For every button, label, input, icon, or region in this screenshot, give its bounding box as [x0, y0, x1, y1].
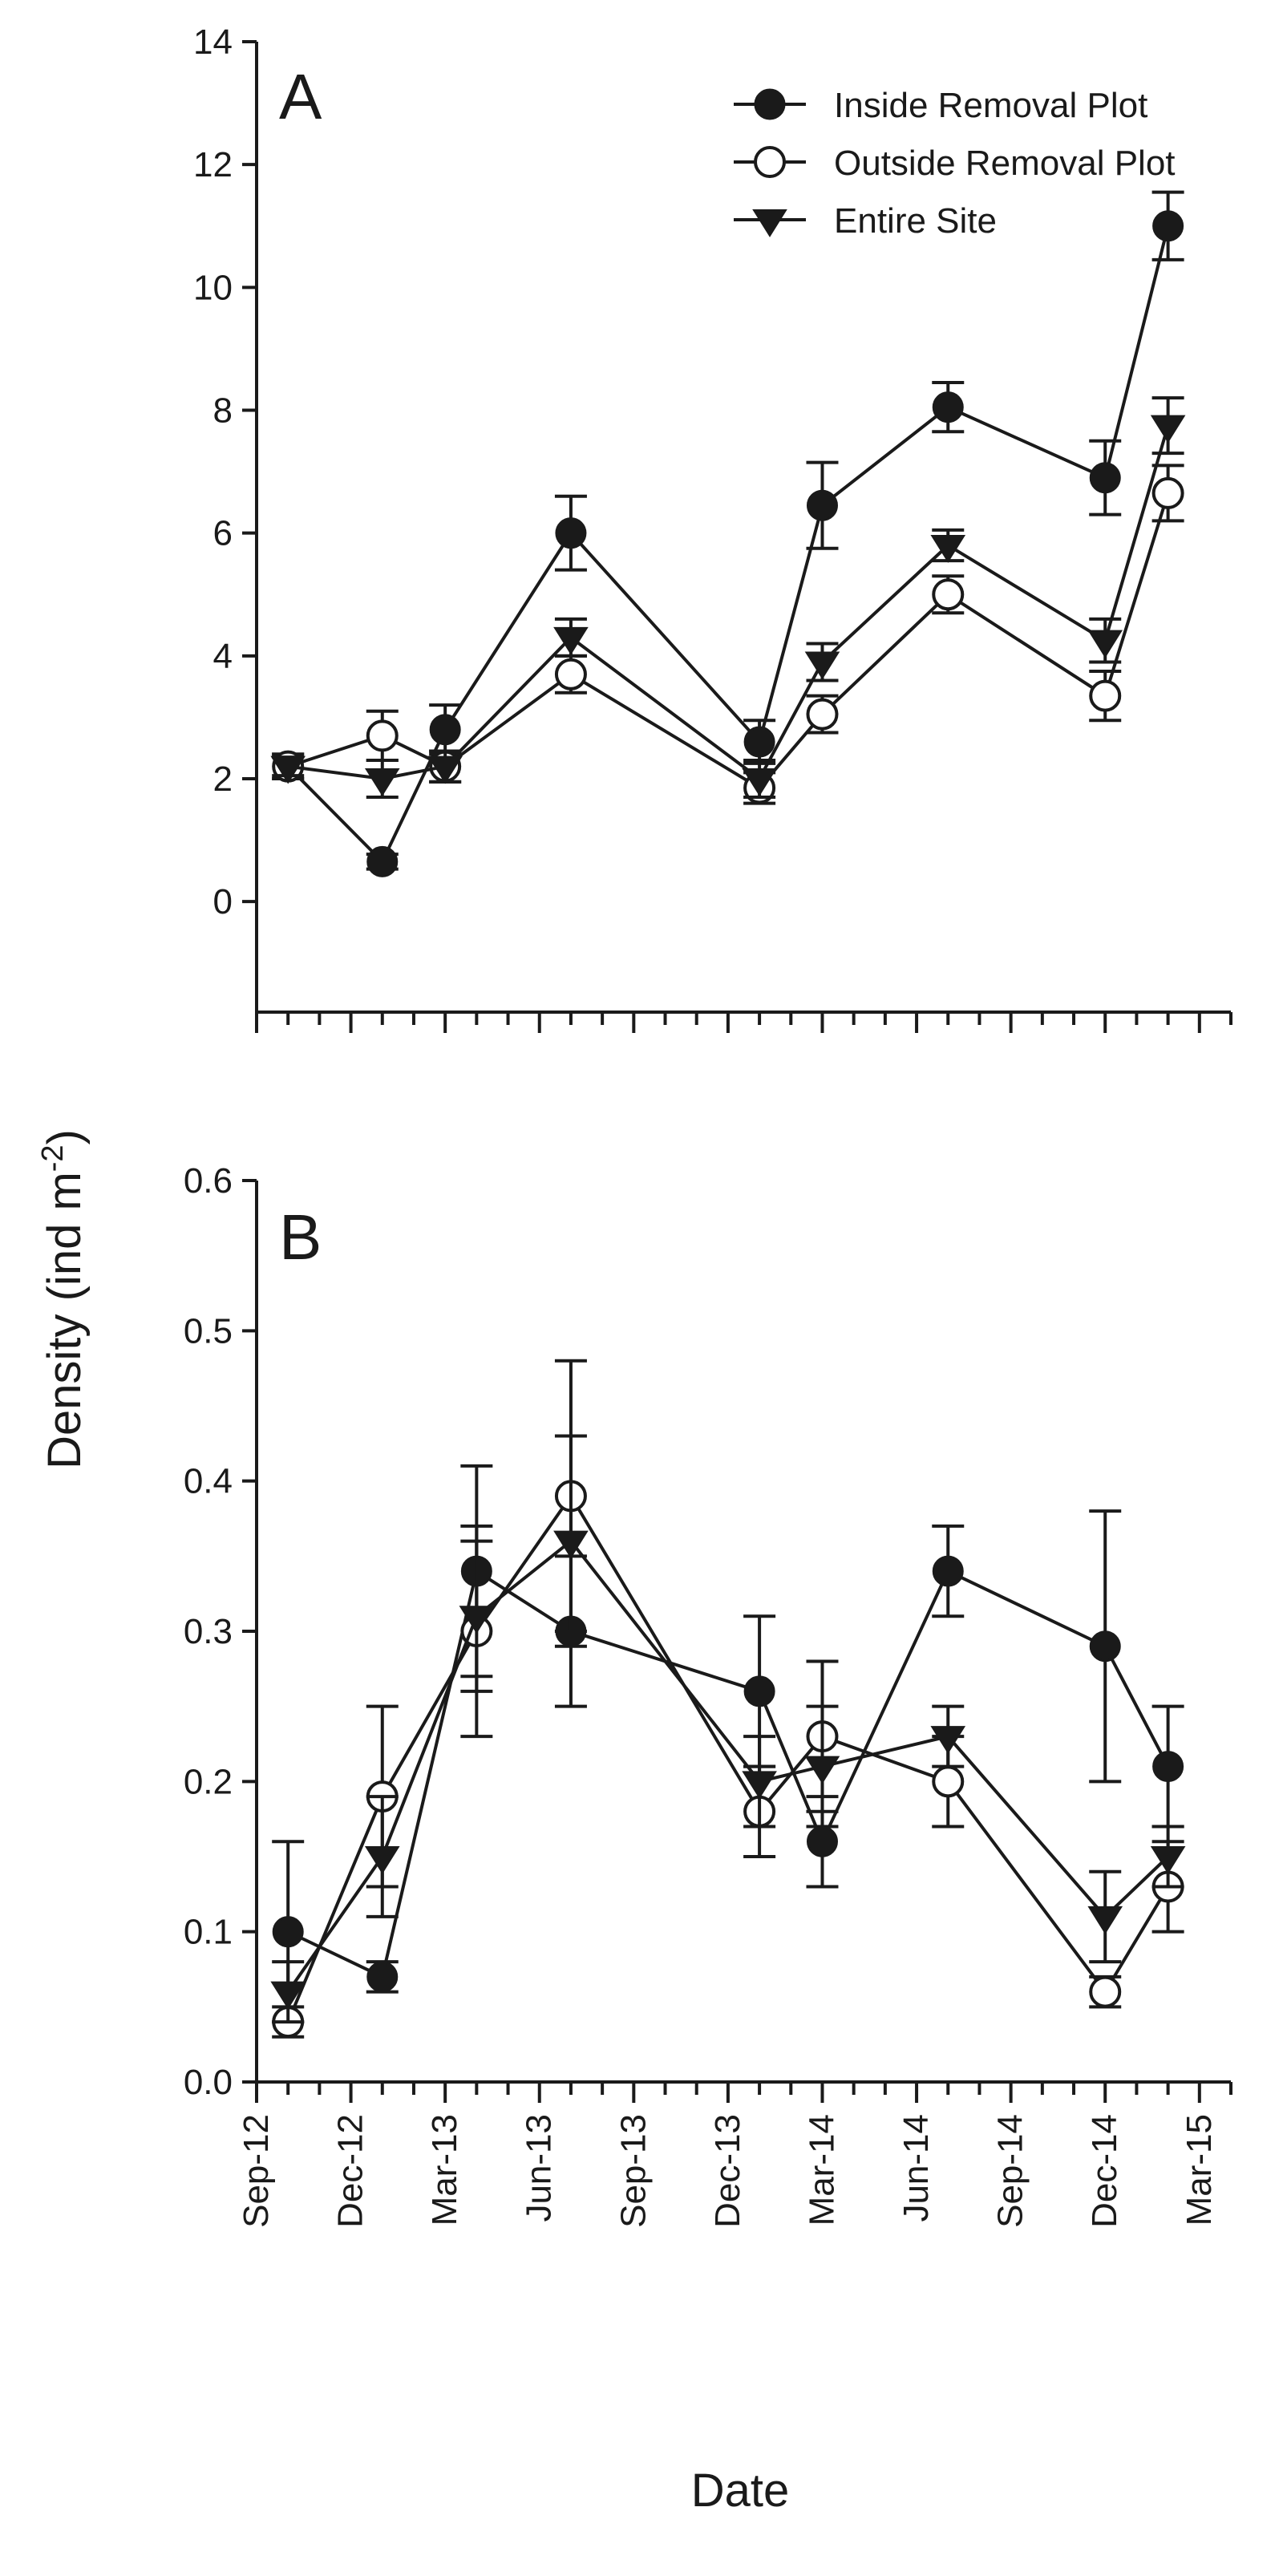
legend-marker — [752, 209, 787, 237]
data-point — [932, 1555, 964, 1587]
data-point — [806, 698, 839, 731]
data-point — [553, 626, 589, 655]
data-point — [429, 714, 461, 746]
y-tick-label: 6 — [213, 514, 233, 553]
data-point — [1152, 210, 1184, 242]
data-point — [554, 658, 587, 691]
data-point — [743, 1675, 775, 1707]
data-point — [932, 1765, 965, 1798]
data-point — [932, 578, 965, 611]
series-line — [287, 1568, 1170, 1979]
data-point — [459, 1606, 495, 1634]
data-point — [1089, 1630, 1121, 1663]
x-tick-label: Jun-13 — [520, 2114, 559, 2222]
data-point — [366, 1961, 399, 1993]
data-point — [553, 1530, 589, 1559]
y-tick-label: 0.1 — [184, 1913, 233, 1952]
y-tick-label: 14 — [193, 22, 233, 62]
y-tick-label: 0.3 — [184, 1612, 233, 1651]
series-entire-site — [270, 1434, 1186, 2024]
data-point — [364, 1846, 400, 1874]
y-tick-label: 0.5 — [184, 1311, 233, 1351]
x-tick-label: Mar-14 — [802, 2114, 841, 2226]
y-axis-title-end: ) — [38, 1129, 91, 1144]
series-outside-removal-plot — [272, 1359, 1184, 2039]
legend-label: Inside Removal Plot — [834, 86, 1147, 125]
series-line — [286, 225, 1170, 865]
data-point — [930, 1726, 966, 1755]
x-tick-label: Sep-13 — [613, 2114, 653, 2228]
x-tick-label: Dec-12 — [331, 2114, 370, 2228]
y-tick-label: 0.6 — [184, 1161, 233, 1201]
data-point — [804, 651, 840, 680]
data-point — [806, 1825, 838, 1857]
data-point — [804, 1756, 840, 1784]
y-tick-label: 10 — [193, 268, 233, 307]
legend-marker — [754, 146, 786, 178]
data-point — [1151, 476, 1184, 509]
data-point — [1089, 1975, 1122, 2008]
series-outside-removal-plot — [272, 464, 1184, 805]
data-point — [742, 768, 777, 796]
data-point — [806, 489, 838, 521]
data-point — [742, 1771, 777, 1800]
series-line — [286, 1538, 1169, 1993]
data-point — [366, 719, 399, 752]
y-tick-label: 8 — [213, 391, 233, 430]
panel-a: 0 2 4 6 8 10 12 14 Inside Removal Plot Outside Re… — [193, 22, 1232, 1033]
data-point — [743, 726, 775, 758]
y-tick-label: 0.0 — [184, 2063, 233, 2102]
legend: Inside Removal Plot Outside Removal Plot E… — [734, 86, 1176, 241]
data-point — [272, 1916, 304, 1948]
legend-label: Entire Site — [834, 201, 997, 241]
y-axis-title: Density (ind m-2) — [36, 1129, 91, 1469]
x-tick-label: Sep-14 — [991, 2114, 1030, 2228]
data-point — [1089, 462, 1121, 494]
x-tick-label: Jun-14 — [896, 2114, 936, 2222]
data-point — [427, 755, 463, 784]
y-tick-label: 0 — [213, 882, 233, 921]
panel-letter-a: A — [279, 61, 322, 132]
series-entire-site — [270, 396, 1186, 799]
y-tick-label: 0.2 — [184, 1762, 233, 1801]
y-tick-label: 12 — [193, 145, 233, 184]
data-point — [270, 1981, 306, 2010]
series-line — [287, 425, 1170, 781]
data-point — [555, 517, 587, 549]
y-axis-title-main: Density (ind m — [38, 1172, 91, 1469]
y-axis-title-superscript: -2 — [36, 1144, 70, 1172]
data-point — [1087, 1906, 1123, 1934]
data-point — [1150, 1846, 1186, 1874]
legend-marker — [754, 88, 786, 120]
x-tick-label: Mar-13 — [425, 2114, 464, 2226]
y-tick-label: 2 — [213, 759, 233, 799]
x-tick-label: Dec-13 — [708, 2114, 747, 2228]
data-point — [930, 534, 966, 563]
panel-letter-b: B — [279, 1201, 322, 1273]
data-point — [364, 768, 400, 796]
data-point — [1152, 1751, 1184, 1783]
legend-label: Outside Removal Plot — [834, 144, 1176, 183]
y-tick-label: 4 — [213, 637, 233, 676]
x-axis-title: Date — [691, 2465, 790, 2517]
x-tick-label: Dec-14 — [1085, 2114, 1124, 2228]
series-line — [287, 492, 1170, 791]
data-point — [932, 391, 964, 423]
data-point — [366, 845, 399, 877]
x-tick-label: Mar-15 — [1180, 2114, 1219, 2226]
y-tick-label: 0.4 — [184, 1462, 233, 1501]
panel-b: 0.0 0.1 0.2 0.3 0.4 0.5 0.6 Sep-12 Dec-12 Mar-13 J… — [184, 1161, 1232, 2228]
x-tick-label: Sep-12 — [237, 2114, 276, 2228]
data-point — [1087, 630, 1123, 658]
data-point — [1089, 679, 1122, 712]
data-point — [1150, 415, 1186, 444]
data-point — [270, 755, 306, 784]
